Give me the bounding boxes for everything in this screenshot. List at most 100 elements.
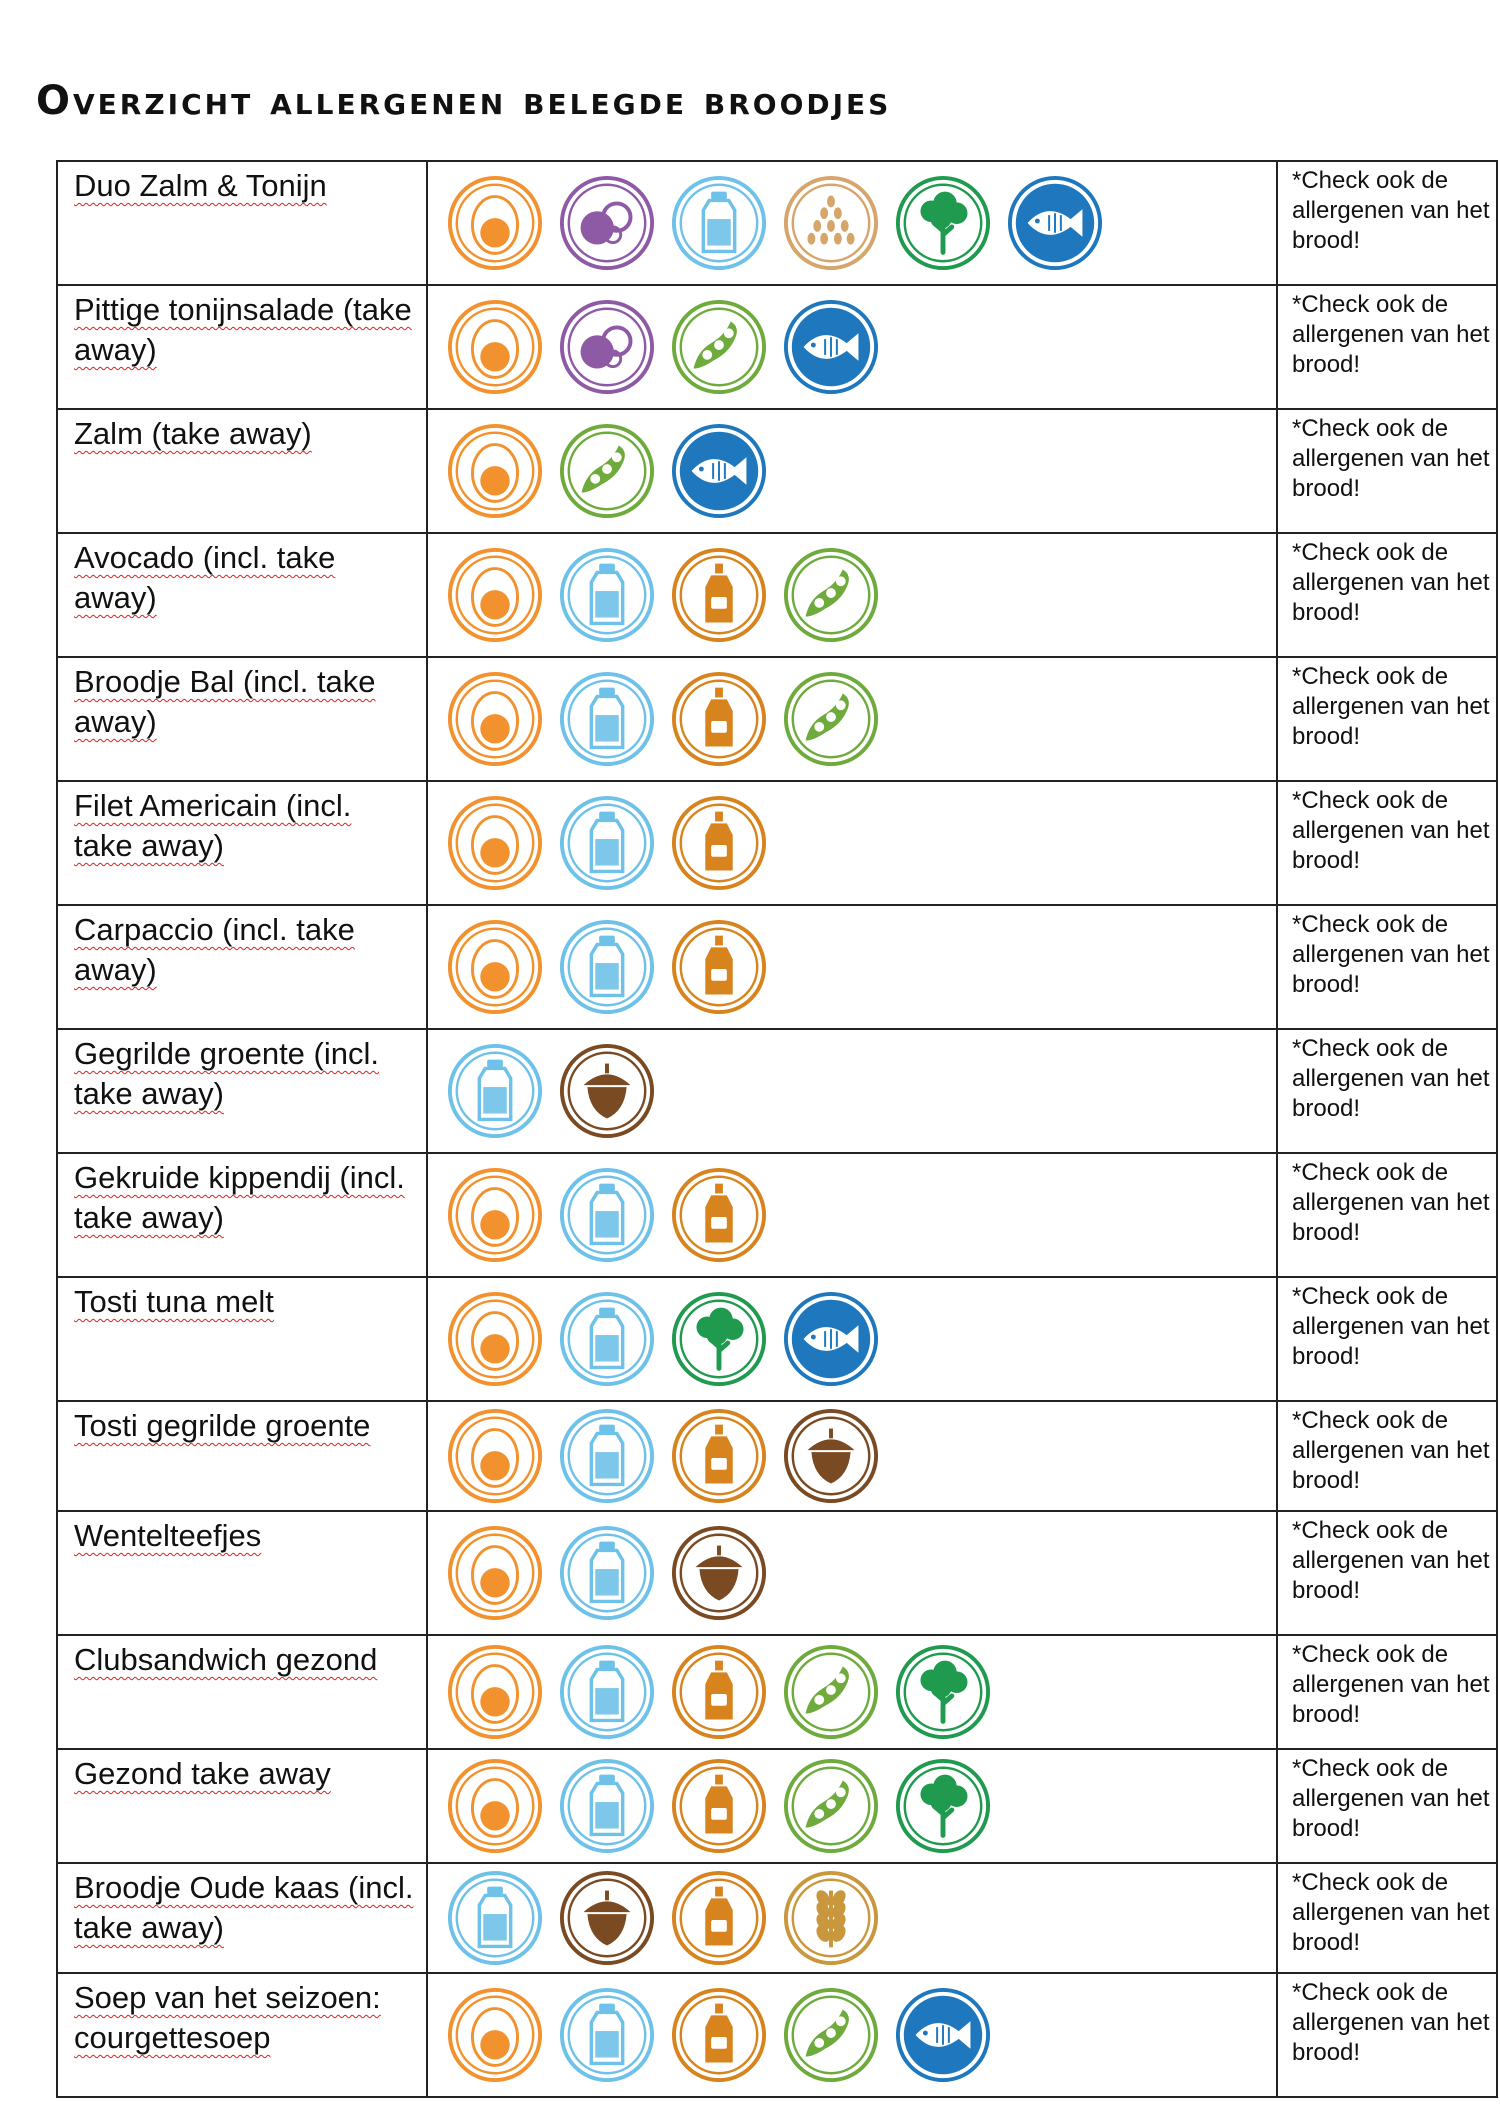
allergen-icon-list [428, 1407, 1276, 1505]
bread-allergen-note: *Check ook de allergenen van het brood! [1276, 160, 1498, 286]
milk-icon [559, 1644, 655, 1740]
mustard-icon [671, 1167, 767, 1263]
egg-icon [447, 547, 543, 643]
mustard-icon [671, 1870, 767, 1966]
table-row: Gegrilde groente (incl. take away) *Check… [56, 1028, 1498, 1154]
product-name: Tosti tuna melt [74, 1284, 274, 1319]
milk-icon [447, 1043, 543, 1139]
product-name-cell: Pittige tonijnsalade (take away) [56, 284, 428, 410]
allergen-icons-cell [426, 1748, 1278, 1864]
milk-icon [559, 1291, 655, 1387]
allergen-icons-cell [426, 1152, 1278, 1278]
product-name-cell: Duo Zalm & Tonijn [56, 160, 428, 286]
milk-icon [559, 1525, 655, 1621]
table-row: Filet Americain (incl. take away) *Check … [56, 780, 1498, 906]
product-name: Avocado (incl. take away) [74, 540, 336, 615]
allergen-icons-cell [426, 1400, 1278, 1512]
product-name-cell: Zalm (take away) [56, 408, 428, 534]
table-row: Duo Zalm & Tonijn *Check ook de allergene… [56, 160, 1498, 286]
fish-icon [783, 299, 879, 395]
soy-icon [783, 1987, 879, 2083]
soy-icon [783, 547, 879, 643]
product-name-cell: Gezond take away [56, 1748, 428, 1864]
product-name-cell: Avocado (incl. take away) [56, 532, 428, 658]
allergen-icon-list [428, 1757, 1276, 1855]
allergen-table: Duo Zalm & Tonijn *Check ook de allergene… [56, 160, 1498, 2098]
product-name: Gezond take away [74, 1756, 331, 1791]
product-name: Tosti gegrilde groente [74, 1408, 371, 1443]
mustard-icon [671, 1644, 767, 1740]
mustard-icon [671, 1987, 767, 2083]
allergen-icons-cell [426, 656, 1278, 782]
product-name: Carpaccio (incl. take away) [74, 912, 355, 987]
allergen-table-body: Duo Zalm & Tonijn *Check ook de allergene… [56, 160, 1498, 2098]
milk-icon [559, 1758, 655, 1854]
soy-icon [783, 1644, 879, 1740]
soy-icon [559, 423, 655, 519]
egg-icon [447, 1987, 543, 2083]
mustard-icon [671, 547, 767, 643]
bread-allergen-note: *Check ook de allergenen van het brood! [1276, 1400, 1498, 1512]
egg-icon [447, 1291, 543, 1387]
allergen-icon-list [428, 1042, 1276, 1140]
product-name: Gegrilde groente (incl. take away) [74, 1036, 379, 1111]
milk-icon [559, 1987, 655, 2083]
nuts-icon [559, 1043, 655, 1139]
allergen-icon-list [428, 422, 1276, 520]
table-row: Broodje Bal (incl. take away) *Check ook … [56, 656, 1498, 782]
table-row: Tosti tuna melt *Check ook de allergenen … [56, 1276, 1498, 1402]
egg-icon [447, 1644, 543, 1740]
allergen-icon-list [428, 174, 1276, 272]
product-name: Broodje Oude kaas (incl. take away) [74, 1870, 414, 1945]
mustard-icon [671, 671, 767, 767]
table-row: Tosti gegrilde groente *Check ook de alle… [56, 1400, 1498, 1512]
bread-allergen-note: *Check ook de allergenen van het brood! [1276, 1510, 1498, 1636]
table-row: Gezond take away *Check ook de allergenen… [56, 1748, 1498, 1864]
table-row: Wentelteefjes *Check ook de allergenen va… [56, 1510, 1498, 1636]
product-name-cell: Soep van het seizoen: courgettesoep [56, 1972, 428, 2098]
milk-icon [559, 671, 655, 767]
product-name-cell: Tosti gegrilde groente [56, 1400, 428, 1512]
milk-icon [559, 1167, 655, 1263]
mustard-icon [671, 1758, 767, 1854]
celery-icon [671, 1291, 767, 1387]
egg-icon [447, 299, 543, 395]
product-name: Zalm (take away) [74, 416, 312, 451]
allergen-icons-cell [426, 1028, 1278, 1154]
egg-icon [447, 1525, 543, 1621]
product-name-cell: Filet Americain (incl. take away) [56, 780, 428, 906]
page-title: Overzicht allergenen belegde broodjes [36, 78, 892, 124]
product-name: Soep van het seizoen: courgettesoep [74, 1980, 381, 2055]
lupine-icon [559, 299, 655, 395]
allergen-icon-list [428, 918, 1276, 1016]
fish-icon [671, 423, 767, 519]
table-row: Carpaccio (incl. take away) *Check ook de… [56, 904, 1498, 1030]
allergen-icons-cell [426, 532, 1278, 658]
egg-icon [447, 919, 543, 1015]
table-row: Gekruide kippendij (incl. take away) *Che… [56, 1152, 1498, 1278]
nuts-icon [671, 1525, 767, 1621]
mustard-icon [671, 795, 767, 891]
product-name-cell: Carpaccio (incl. take away) [56, 904, 428, 1030]
egg-icon [447, 423, 543, 519]
lupine-icon [559, 175, 655, 271]
fish-icon [1007, 175, 1103, 271]
milk-icon [559, 547, 655, 643]
bread-allergen-note: *Check ook de allergenen van het brood! [1276, 1634, 1498, 1750]
allergen-icons-cell [426, 1972, 1278, 2098]
bread-allergen-note: *Check ook de allergenen van het brood! [1276, 1862, 1498, 1974]
allergen-icon-list [428, 794, 1276, 892]
milk-icon [447, 1870, 543, 1966]
allergen-icon-list [428, 546, 1276, 644]
allergen-icon-list [428, 298, 1276, 396]
product-name: Broodje Bal (incl. take away) [74, 664, 376, 739]
bread-allergen-note: *Check ook de allergenen van het brood! [1276, 408, 1498, 534]
fish-icon [895, 1987, 991, 2083]
allergen-icon-list [428, 1986, 1276, 2084]
allergen-icons-cell [426, 1510, 1278, 1636]
sesame-icon [783, 175, 879, 271]
table-row: Clubsandwich gezond *Check ook de allerge… [56, 1634, 1498, 1750]
allergen-icon-list [428, 1166, 1276, 1264]
allergen-icons-cell [426, 904, 1278, 1030]
egg-icon [447, 1758, 543, 1854]
